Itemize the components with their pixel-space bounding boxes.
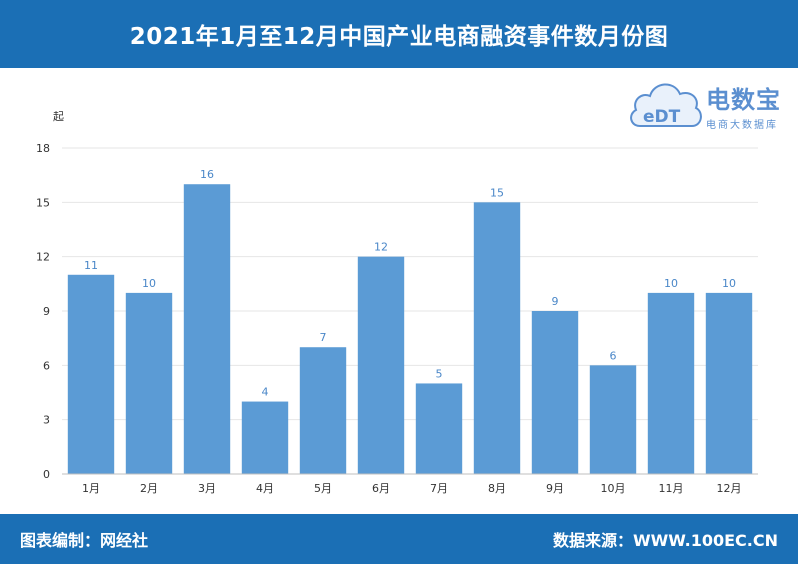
data-label: 7 xyxy=(320,331,327,344)
bar xyxy=(299,347,347,474)
x-tick-label: 3月 xyxy=(198,482,216,495)
y-tick-label: 15 xyxy=(36,196,50,209)
logo-subtitle: 电商大数据库 xyxy=(706,120,778,131)
bar xyxy=(473,202,521,475)
bar xyxy=(183,184,231,474)
data-label: 10 xyxy=(664,277,678,290)
data-label: 6 xyxy=(610,349,617,362)
bar xyxy=(705,292,753,474)
data-label: 12 xyxy=(374,241,388,254)
x-tick-label: 4月 xyxy=(256,482,274,495)
chart-title: 2021年1月至12月中国产业电商融资事件数月份图 xyxy=(129,24,669,50)
data-labels: 11 10 16 4 7 12 5 15 9 6 10 10 xyxy=(84,168,736,398)
bar xyxy=(67,274,115,474)
data-label: 10 xyxy=(142,277,156,290)
gridlines xyxy=(62,147,758,421)
bar xyxy=(125,292,173,474)
bar xyxy=(647,292,695,474)
bar xyxy=(241,401,289,474)
x-axis-ticks: 1月 2月 3月 4月 5月 6月 7月 8月 9月 10月 11月 12月 xyxy=(82,482,742,495)
y-tick-label: 0 xyxy=(43,468,50,481)
data-label: 15 xyxy=(490,186,504,199)
header-bar: 2021年1月至12月中国产业电商融资事件数月份图 xyxy=(0,0,798,68)
data-label: 4 xyxy=(262,386,269,399)
x-tick-label: 7月 xyxy=(430,482,448,495)
footer-bar: 图表编制：网经社 数据来源：WWW.100EC.CN xyxy=(0,514,798,564)
y-tick-label: 6 xyxy=(43,359,50,372)
logo: eDT 电数宝 电商大数据库 xyxy=(626,74,790,136)
y-tick-label: 12 xyxy=(36,251,50,264)
footer-source: 数据来源：WWW.100EC.CN xyxy=(552,531,778,550)
data-label: 11 xyxy=(84,259,98,272)
x-tick-label: 1月 xyxy=(82,482,100,495)
data-label: 10 xyxy=(722,277,736,290)
bars xyxy=(67,184,753,475)
logo-mark-text: eDT xyxy=(643,107,681,127)
data-label: 9 xyxy=(552,295,559,308)
bar xyxy=(589,365,637,474)
x-tick-label: 8月 xyxy=(488,482,506,495)
data-label: 16 xyxy=(200,168,214,181)
y-tick-label: 9 xyxy=(43,305,50,318)
y-tick-label: 3 xyxy=(43,414,50,427)
logo-name: 电数宝 xyxy=(706,86,781,114)
x-tick-label: 10月 xyxy=(601,482,626,495)
data-label: 5 xyxy=(436,367,443,380)
y-axis-ticks: 0 3 6 9 12 15 18 xyxy=(36,142,50,481)
x-tick-label: 6月 xyxy=(372,482,390,495)
bar xyxy=(415,383,463,474)
y-tick-label: 18 xyxy=(36,142,50,155)
x-tick-label: 5月 xyxy=(314,482,332,495)
x-tick-label: 2月 xyxy=(140,482,158,495)
cloud-logo-icon: eDT xyxy=(630,83,702,127)
x-tick-label: 11月 xyxy=(659,482,684,495)
y-axis-unit: 起 xyxy=(53,110,64,123)
bar xyxy=(357,256,405,474)
footer-credit: 图表编制：网经社 xyxy=(20,531,149,550)
bar xyxy=(531,311,579,474)
x-tick-label: 12月 xyxy=(717,482,742,495)
bar-chart: 0 3 6 9 12 15 18 起 11 10 16 4 7 12 5 15 9 6 10 10 1月 2月 3月 4… xyxy=(36,110,758,495)
x-tick-label: 9月 xyxy=(546,482,564,495)
